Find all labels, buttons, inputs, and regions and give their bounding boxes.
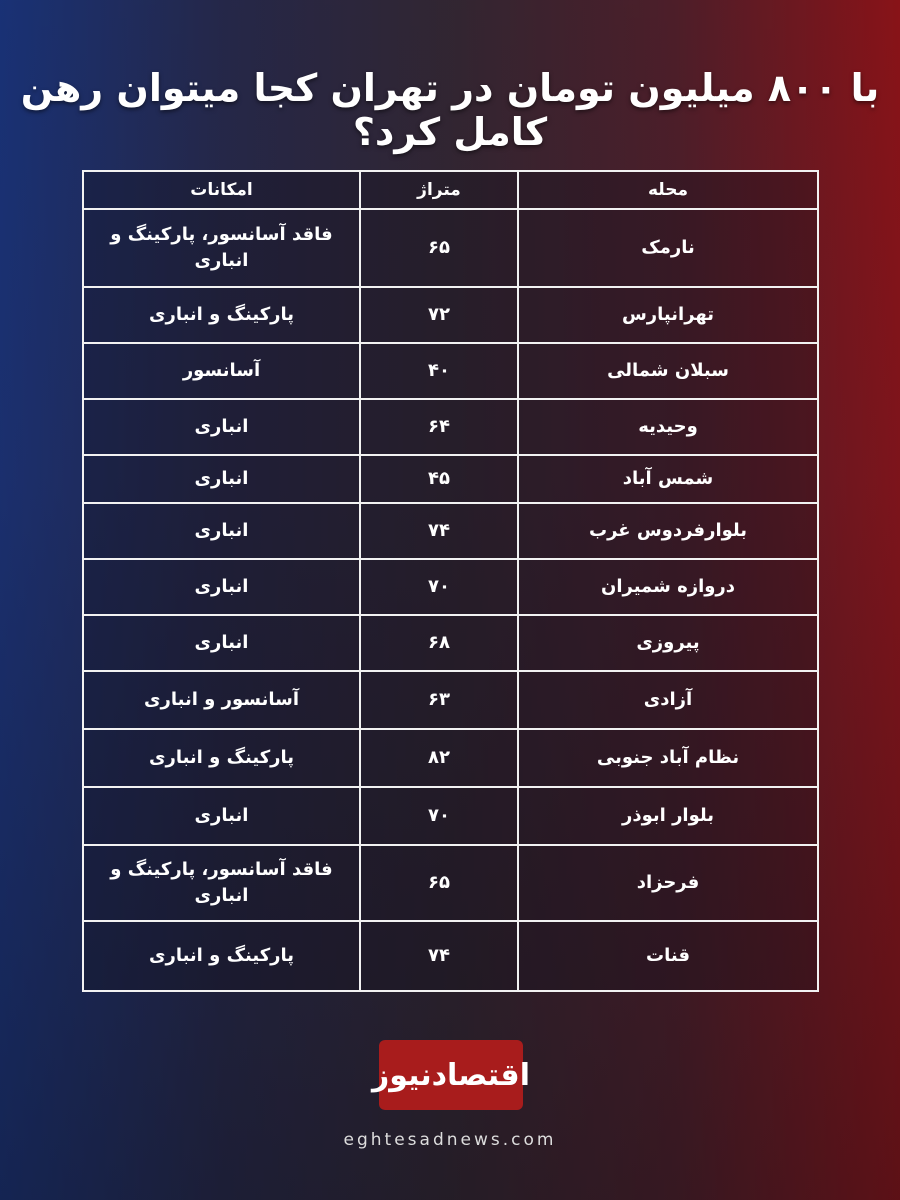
amenities-cell: پارکینگ و انباری: [82, 286, 361, 344]
area-cell: ۷۴: [359, 502, 519, 560]
area-cell: ۶۵: [359, 844, 519, 922]
table-row: سبلان شمالی ۴۰ آسانسور: [82, 342, 819, 400]
table-row: تهرانپارس ۷۲ پارکینگ و انباری: [82, 286, 819, 344]
neighborhood-cell: دروازه شمیران: [517, 558, 819, 616]
table-row: بلوارفردوس غرب ۷۴ انباری: [82, 502, 819, 560]
area-cell: ۸۲: [359, 728, 519, 788]
table-row: وحیدیه ۶۴ انباری: [82, 398, 819, 456]
area-cell: ۶۴: [359, 398, 519, 456]
area-cell: ۷۲: [359, 286, 519, 344]
neighborhood-cell: تهرانپارس: [517, 286, 819, 344]
neighborhood-cell: شمس آباد: [517, 454, 819, 504]
area-cell: ۴۵: [359, 454, 519, 504]
amenities-cell: آسانسور و انباری: [82, 670, 361, 730]
neighborhood-cell: وحیدیه: [517, 398, 819, 456]
website-url: eghtesadnews.com: [343, 1130, 557, 1150]
area-cell: ۶۸: [359, 614, 519, 672]
table-row: فرحزاد ۶۵ فاقد آسانسور، پارکینگ و انباری: [82, 844, 819, 922]
neighborhood-cell: نظام آباد جنوبی: [517, 728, 819, 788]
table-row: دروازه شمیران ۷۰ انباری: [82, 558, 819, 616]
neighborhood-cell: پیروزی: [517, 614, 819, 672]
neighborhood-cell: فرحزاد: [517, 844, 819, 922]
amenities-cell: پارکینگ و انباری: [82, 920, 361, 992]
amenities-cell: انباری: [82, 558, 361, 616]
table-row: بلوار ابوذر ۷۰ انباری: [82, 786, 819, 846]
amenities-cell: پارکینگ و انباری: [82, 728, 361, 788]
header-area: متراژ: [359, 170, 519, 210]
neighborhood-cell: سبلان شمالی: [517, 342, 819, 400]
amenities-cell: انباری: [82, 502, 361, 560]
neighborhood-cell: آزادی: [517, 670, 819, 730]
table-row: نظام آباد جنوبی ۸۲ پارکینگ و انباری: [82, 728, 819, 788]
amenities-cell: انباری: [82, 454, 361, 504]
area-cell: ۶۵: [359, 208, 519, 288]
area-cell: ۴۰: [359, 342, 519, 400]
table-header-row: محله متراژ امکانات: [82, 170, 819, 210]
brand-logo: اقتصادنیوز: [372, 1040, 530, 1110]
area-cell: ۷۴: [359, 920, 519, 992]
table-row: آزادی ۶۳ آسانسور و انباری: [82, 670, 819, 730]
area-cell: ۶۳: [359, 670, 519, 730]
header-amenities: امکانات: [82, 170, 361, 210]
amenities-cell: انباری: [82, 614, 361, 672]
table-row: قنات ۷۴ پارکینگ و انباری: [82, 920, 819, 992]
logo-text: اقتصادنیوز: [372, 1057, 530, 1093]
area-cell: ۷۰: [359, 786, 519, 846]
table-row: نارمک ۶۵ فاقد آسانسور، پارکینگ و انباری: [82, 208, 819, 288]
amenities-cell: آسانسور: [82, 342, 361, 400]
neighborhood-cell: قنات: [517, 920, 819, 992]
table-row: شمس آباد ۴۵ انباری: [82, 454, 819, 504]
page-title: با ۸۰۰ میلیون تومان در تهران کجا میتوان …: [20, 66, 880, 154]
neighborhood-cell: نارمک: [517, 208, 819, 288]
rent-table: محله متراژ امکانات نارمک ۶۵ فاقد آسانسور، …: [82, 170, 819, 992]
amenities-cell: انباری: [82, 786, 361, 846]
amenities-cell: انباری: [82, 398, 361, 456]
neighborhood-cell: بلوار ابوذر: [517, 786, 819, 846]
neighborhood-cell: بلوارفردوس غرب: [517, 502, 819, 560]
amenities-cell: فاقد آسانسور، پارکینگ و انباری: [82, 208, 361, 288]
table-row: پیروزی ۶۸ انباری: [82, 614, 819, 672]
amenities-cell: فاقد آسانسور، پارکینگ و انباری: [82, 844, 361, 922]
header-neighborhood: محله: [517, 170, 819, 210]
area-cell: ۷۰: [359, 558, 519, 616]
